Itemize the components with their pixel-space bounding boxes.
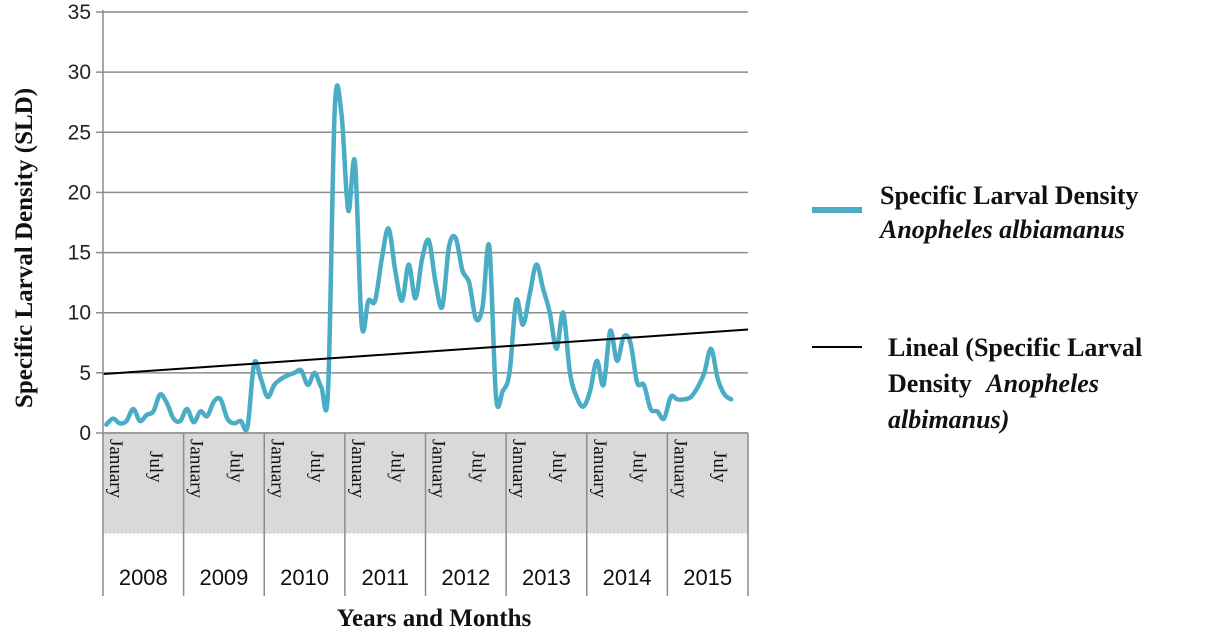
month-label-july: July	[225, 451, 246, 483]
month-label-january: January	[105, 439, 126, 499]
year-label-2013: 2013	[522, 565, 571, 590]
year-label-2015: 2015	[683, 565, 732, 590]
year-label-2010: 2010	[280, 565, 329, 590]
month-label-january: January	[186, 439, 207, 499]
month-label-july: July	[145, 451, 166, 483]
y-tick-label: 5	[79, 362, 91, 385]
legend-label-trendline-line2b: Anopheles	[984, 369, 1099, 398]
y-tick-label: 30	[68, 61, 91, 84]
legend-label-trendline-line1: Lineal (Specific Larval	[888, 333, 1142, 362]
month-label-january: January	[669, 439, 690, 499]
legend-label-larval-density-line2: Anopheles albiamanus	[878, 215, 1125, 244]
month-label-july: July	[629, 451, 650, 483]
year-label-2008: 2008	[119, 565, 168, 590]
legend: Specific Larval Density Anopheles albiam…	[812, 181, 1142, 434]
series	[102, 83, 749, 433]
year-label-2014: 2014	[603, 565, 652, 590]
year-label-2011: 2011	[362, 565, 409, 590]
legend-label-trendline-line3: albimanus)	[888, 405, 1009, 434]
category-axis: 2008 January July 2009 January July 2010 Januar…	[102, 432, 749, 596]
series-trendline	[102, 328, 749, 376]
series-larval-density-line	[104, 83, 734, 433]
month-label-july: July	[709, 451, 730, 483]
y-tick-label: 10	[68, 302, 91, 325]
y-axis-title: Specific Larval Density (SLD)	[11, 88, 38, 408]
month-label-july: July	[467, 451, 488, 483]
x-axis-title: Years and Months	[337, 605, 532, 632]
month-label-july: July	[548, 451, 569, 483]
year-label-2009: 2009	[199, 565, 248, 590]
month-label-july: July	[387, 451, 408, 483]
y-axis: 0 5 10 15 20 25 30 35	[68, 1, 104, 445]
legend-label-larval-density-line1: Specific Larval Density	[880, 181, 1139, 210]
year-label-2012: 2012	[441, 565, 490, 590]
legend-label-trendline-line2a: Density	[888, 369, 972, 398]
y-tick-label: 20	[68, 181, 91, 204]
month-label-january: January	[508, 439, 529, 499]
legend-label-trendline-line2: Density Anopheles	[888, 369, 1099, 398]
y-tick-label: 25	[68, 121, 91, 144]
month-label-january: January	[266, 439, 287, 499]
y-tick-label: 35	[68, 1, 91, 24]
y-tick-label: 15	[68, 242, 91, 265]
month-label-january: January	[347, 439, 368, 499]
y-tick-label: 0	[79, 422, 91, 445]
grid-lines	[103, 11, 748, 434]
month-label-july: July	[306, 451, 327, 483]
month-label-january: January	[589, 439, 610, 499]
month-label-january: January	[428, 439, 449, 499]
